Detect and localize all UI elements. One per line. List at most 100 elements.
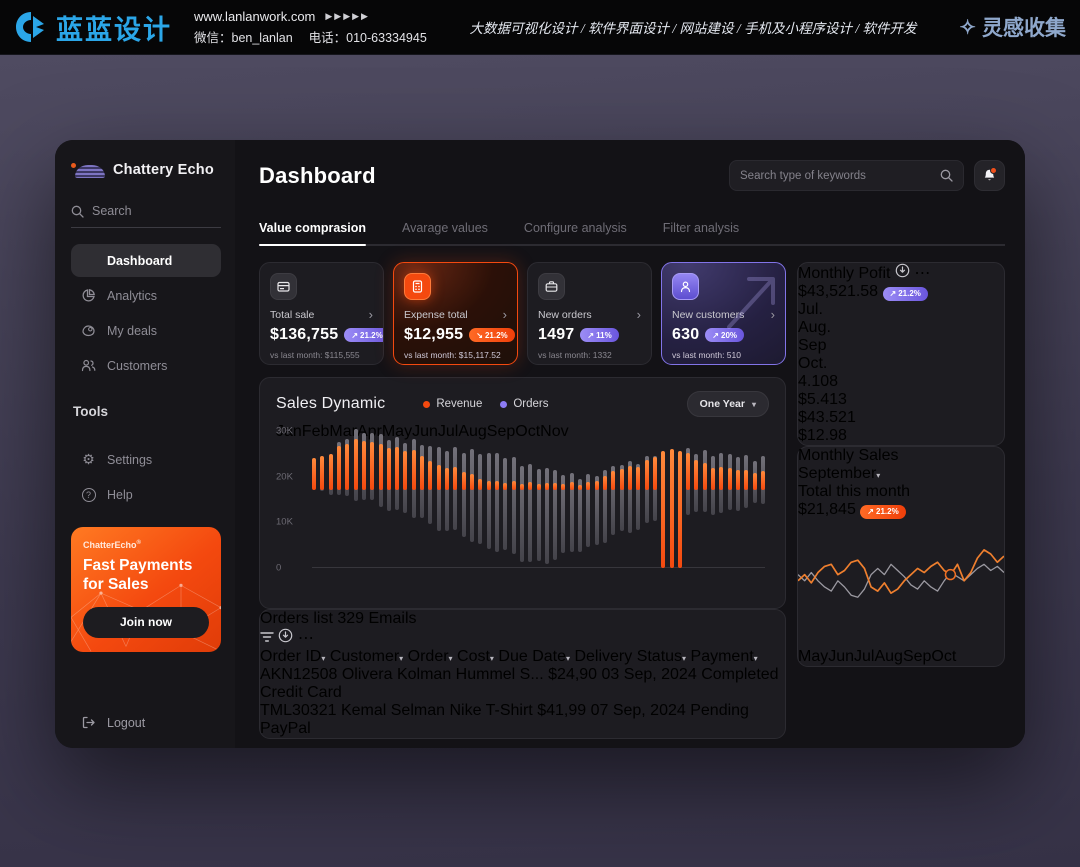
logout-icon <box>82 716 95 729</box>
stat-card-new-customers[interactable]: New customers › 630 ↗ 20% vs last month: 5… <box>661 262 786 365</box>
arrow-up-right-decoration <box>727 277 775 329</box>
column-cost[interactable]: Cost▾ <box>457 648 494 665</box>
column-payment[interactable]: Payment▾ <box>690 648 758 665</box>
sidebar-item-label: Settings <box>107 452 153 467</box>
chevron-right-icon[interactable]: › <box>502 307 507 322</box>
notifications-button[interactable] <box>974 160 1005 191</box>
caret-down-icon: ▾ <box>399 654 404 663</box>
chart-bar <box>428 495 432 518</box>
cell-order-id: AKN12508 <box>260 666 338 683</box>
chart-bar <box>437 495 441 521</box>
legend-orders: Orders <box>500 398 549 410</box>
column-customer[interactable]: Customer▾ <box>329 648 404 665</box>
chart-bar <box>470 495 474 527</box>
table-row[interactable]: AKN12508 Olivera Kolman Hummel S... $24,… <box>260 666 785 702</box>
tab-filter-analysis[interactable]: Filter analysis <box>662 221 740 235</box>
sidebar-search-input[interactable] <box>92 204 202 218</box>
caret-down-icon: ▾ <box>565 654 570 663</box>
chart-legend: Revenue Orders <box>423 398 686 410</box>
chart-bar <box>328 453 333 491</box>
monthly-sales-value: $21,845 <box>798 501 856 518</box>
main-area: Dashboard Value comprasion Avarage value… <box>235 140 1025 748</box>
more-options-icon[interactable]: ⋯ <box>297 630 314 647</box>
column-due-date[interactable]: Due Date▾ <box>498 648 570 665</box>
chart-bar <box>503 457 508 551</box>
stat-card-expense-total[interactable]: Expense total › $12,955 ↘ 21.2% vs last mo… <box>393 262 518 365</box>
sidebar-item-analytics[interactable]: Analytics <box>71 279 221 312</box>
chart-bar <box>379 495 383 504</box>
chart-bar <box>578 479 583 552</box>
legend-revenue: Revenue <box>423 398 482 410</box>
cell-payment: PayPal <box>260 720 311 737</box>
more-options-icon[interactable]: ⋯ <box>914 265 931 282</box>
chart-bar <box>486 453 491 550</box>
y-tick: 20K <box>276 471 293 483</box>
sidebar-item-settings[interactable]: ⚙ Settings <box>71 443 221 476</box>
column-order-id[interactable]: Order ID▾ <box>260 648 326 665</box>
table-row[interactable]: TML30321 Kemal Selman Nike T-Shirt $41,9… <box>260 702 785 738</box>
chart-bar <box>603 495 607 525</box>
month-select[interactable]: September▾ <box>798 465 881 482</box>
logout-button[interactable]: Logout <box>71 709 221 732</box>
chart-bar <box>553 483 558 491</box>
tab-value-comprasion[interactable]: Value comprasion <box>259 221 366 246</box>
sidebar-item-help[interactable]: ? Help <box>71 478 221 511</box>
chart-bar <box>711 467 716 491</box>
chart-bar <box>420 495 424 514</box>
sidebar-item-dashboard[interactable]: Dashboard <box>71 244 221 277</box>
chart-bar <box>436 464 441 491</box>
chart-bar <box>620 495 624 519</box>
caret-down-icon: ▾ <box>753 654 758 663</box>
chart-bar <box>670 495 674 513</box>
stat-card-total-sale[interactable]: Total sale › $136,755 ↗ 21.2% vs last mont… <box>259 262 384 365</box>
banner-url[interactable]: www.lanlanwork.com <box>194 8 316 24</box>
column-order[interactable]: Order▾ <box>407 648 453 665</box>
chart-bar <box>536 469 541 562</box>
card-note: vs last month: 1332 <box>538 350 612 360</box>
sidebar-item-my-deals[interactable]: My deals <box>71 314 221 347</box>
column-delivery-status[interactable]: Delivery Status▾ <box>574 648 687 665</box>
trend-badge: ↗ 11% <box>580 328 619 342</box>
sidebar-item-customers[interactable]: Customers <box>71 349 221 382</box>
chart-bar <box>395 495 399 508</box>
chevron-right-icon[interactable]: › <box>636 307 641 322</box>
chart-bar <box>478 454 483 544</box>
promo-card: ChatterEcho® Fast Payments for Sales Joi… <box>71 527 221 652</box>
main-header: Dashboard <box>259 160 1005 191</box>
export-icon[interactable] <box>278 628 293 643</box>
keyword-search-input[interactable] <box>740 169 932 182</box>
monthly-profit-chart: Jul. Aug. Sep Oct. <box>798 301 1004 373</box>
join-now-button[interactable]: Join now <box>83 606 209 638</box>
chevron-right-icon[interactable]: › <box>770 307 775 322</box>
caret-down-icon: ▾ <box>876 471 881 480</box>
chart-bar <box>320 456 325 491</box>
x-label-Aug: Aug <box>458 423 487 440</box>
stat-card-new-orders[interactable]: New orders › 1497 ↗ 11% vs last month: 133… <box>527 262 652 365</box>
trend-badge: ↗ 21.2% <box>882 286 928 301</box>
export-icon[interactable] <box>895 263 910 278</box>
chart-bar <box>453 466 458 491</box>
collect-logo: ✧ 灵感收集 <box>959 12 1066 42</box>
sales-dynamic-panel: Sales Dynamic Revenue Orders One Year ▾ 3… <box>259 377 786 609</box>
chart-bar <box>445 451 450 532</box>
sidebar-item-label: Help <box>107 487 133 502</box>
tools-section-label: Tools <box>73 404 108 419</box>
filter-icon[interactable] <box>260 631 274 643</box>
chart-bar <box>503 482 508 491</box>
emails-badge[interactable]: 329 Emails <box>337 610 417 627</box>
trend-up-icon: ↗ <box>889 289 897 298</box>
banner-services: 大数据可视化设计 / 软件界面设计 / 网站建设 / 手机及小程序设计 / 软件… <box>469 21 917 36</box>
tab-configure-analysis[interactable]: Configure analysis <box>523 221 627 235</box>
tab-avarage-values[interactable]: Avarage values <box>401 221 488 235</box>
card-value: $136,755 <box>270 326 339 343</box>
sidebar-search[interactable] <box>71 204 221 228</box>
range-select[interactable]: One Year ▾ <box>686 391 769 417</box>
chart-bar <box>361 441 366 491</box>
keyword-search[interactable] <box>729 160 964 191</box>
chart-bar <box>727 468 732 491</box>
y-tick: 30K <box>276 425 293 437</box>
chevron-right-icon[interactable]: › <box>368 307 373 322</box>
monthly-sales-chart: MayJunJulAugSepOct <box>798 519 1004 666</box>
chart-bar <box>494 480 499 491</box>
chart-bar <box>752 473 757 491</box>
